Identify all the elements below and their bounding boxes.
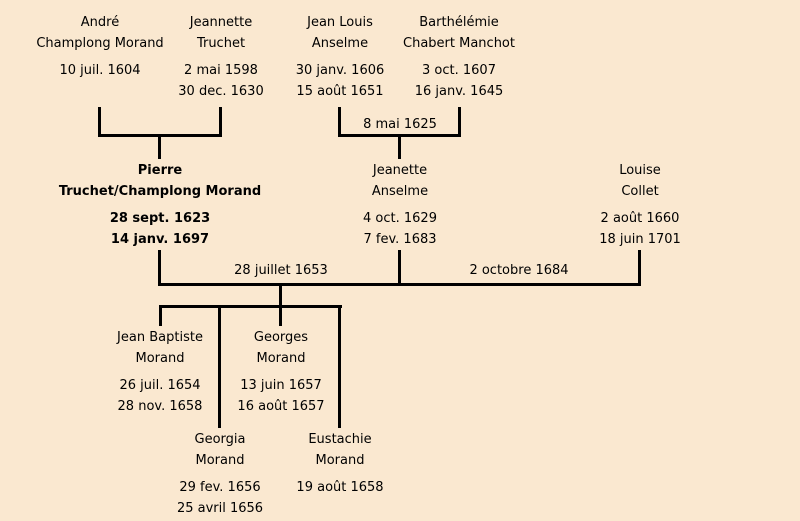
connector-line xyxy=(338,134,461,137)
connector-line xyxy=(158,283,641,286)
person-death-date: 14 janv. 1697 xyxy=(110,232,210,247)
connector-line xyxy=(218,308,221,428)
person-birth-date: 2 mai 1598 xyxy=(184,63,258,78)
person-name-line1: Georges xyxy=(253,330,309,345)
person-name-line2: Anselme xyxy=(311,36,369,51)
connector-line xyxy=(158,137,161,159)
person-jean-louis-anselme[interactable]: Jean Louis Anselme 30 janv. 1606 15 août… xyxy=(296,12,385,102)
marriage-date-label[interactable]: 28 juillet 1653 xyxy=(234,263,328,278)
person-death-date xyxy=(296,498,383,519)
connector-line xyxy=(219,107,222,137)
person-georges-morand[interactable]: Georges Morand 13 juin 1657 16 août 1657 xyxy=(237,327,324,417)
connector-line xyxy=(98,134,222,137)
connector-line xyxy=(158,250,161,286)
connector-line xyxy=(159,308,162,326)
connector-line xyxy=(279,308,282,326)
person-name-line2: Anselme xyxy=(371,184,429,199)
connector-line xyxy=(338,107,341,137)
person-name-line2: Chabert Manchot xyxy=(403,36,515,51)
person-name-line1: Barthélémie xyxy=(419,15,499,30)
connector-line xyxy=(98,107,101,137)
person-death-date: 16 août 1657 xyxy=(237,399,325,414)
person-andre-champlong-morand[interactable]: André Champlong Morand 10 juil. 1604 xyxy=(36,12,163,102)
person-death-date xyxy=(36,81,163,102)
person-pierre-truchet-champlong-morand[interactable]: Pierre Truchet/Champlong Morand 28 sept.… xyxy=(59,160,261,250)
person-name-line2: Morand xyxy=(195,453,245,468)
person-birth-date: 10 juil. 1604 xyxy=(59,63,141,78)
person-death-date: 18 juin 1701 xyxy=(599,232,681,247)
connector-line xyxy=(398,250,401,286)
connector-line xyxy=(638,250,641,286)
person-jeannette-truchet[interactable]: Jeannette Truchet 2 mai 1598 30 dec. 163… xyxy=(178,12,263,102)
person-name-line1: Jeannette xyxy=(189,15,253,30)
person-birth-date: 30 janv. 1606 xyxy=(295,63,385,78)
person-birth-date: 2 août 1660 xyxy=(600,211,680,226)
person-barthelemie-chabert-manchot[interactable]: Barthélémie Chabert Manchot 3 oct. 1607 … xyxy=(403,12,515,102)
person-birth-date: 29 fev. 1656 xyxy=(179,480,261,495)
person-name-line2: Truchet/Champlong Morand xyxy=(58,184,262,199)
marriage-date-label[interactable]: 2 octobre 1684 xyxy=(469,263,569,278)
person-name-line2: Morand xyxy=(315,453,365,468)
person-name-line1: Eustachie xyxy=(308,432,372,447)
person-name-line2: Collet xyxy=(621,184,659,199)
person-eustachie-morand[interactable]: Eustachie Morand 19 août 1658 xyxy=(296,429,383,519)
person-birth-date: 26 juil. 1654 xyxy=(119,378,201,393)
person-name-line2: Champlong Morand xyxy=(36,36,164,51)
person-death-date: 7 fev. 1683 xyxy=(363,232,437,247)
person-name-line2: Morand xyxy=(256,351,306,366)
person-jean-baptiste-morand[interactable]: Jean Baptiste Morand 26 juil. 1654 28 no… xyxy=(117,327,203,417)
person-birth-date: 4 oct. 1629 xyxy=(363,211,437,226)
connector-line xyxy=(159,305,342,308)
person-death-date: 25 avril 1656 xyxy=(176,501,264,516)
person-name-line2: Morand xyxy=(135,351,185,366)
person-name-line1: Pierre xyxy=(137,163,183,178)
person-death-date: 30 dec. 1630 xyxy=(178,84,264,99)
person-name-line1: Jean Louis xyxy=(307,15,373,30)
person-birth-date: 13 juin 1657 xyxy=(240,378,322,393)
person-name-line1: Georgia xyxy=(194,432,246,447)
person-birth-date: 3 oct. 1607 xyxy=(422,63,496,78)
person-birth-date: 28 sept. 1623 xyxy=(109,211,211,226)
connector-line xyxy=(279,286,282,308)
person-name-line1: Jeanette xyxy=(372,163,428,178)
person-name-line1: Louise xyxy=(619,163,661,178)
person-georgia-morand[interactable]: Georgia Morand 29 fev. 1656 25 avril 165… xyxy=(177,429,263,519)
connector-line xyxy=(338,308,341,428)
person-death-date: 28 nov. 1658 xyxy=(117,399,203,414)
person-death-date: 16 janv. 1645 xyxy=(414,84,504,99)
person-louise-collet[interactable]: Louise Collet 2 août 1660 18 juin 1701 xyxy=(599,160,681,250)
person-jeanette-anselme[interactable]: Jeanette Anselme 4 oct. 1629 7 fev. 1683 xyxy=(363,160,437,250)
person-death-date: 15 août 1651 xyxy=(296,84,384,99)
marriage-date-label[interactable]: 8 mai 1625 xyxy=(363,117,437,132)
person-name-line1: Jean Baptiste xyxy=(117,330,203,345)
connector-line xyxy=(458,107,461,137)
person-name-line2: Truchet xyxy=(196,36,246,51)
person-birth-date: 19 août 1658 xyxy=(296,480,384,495)
connector-line xyxy=(398,137,401,159)
person-name-line1: André xyxy=(80,15,120,30)
